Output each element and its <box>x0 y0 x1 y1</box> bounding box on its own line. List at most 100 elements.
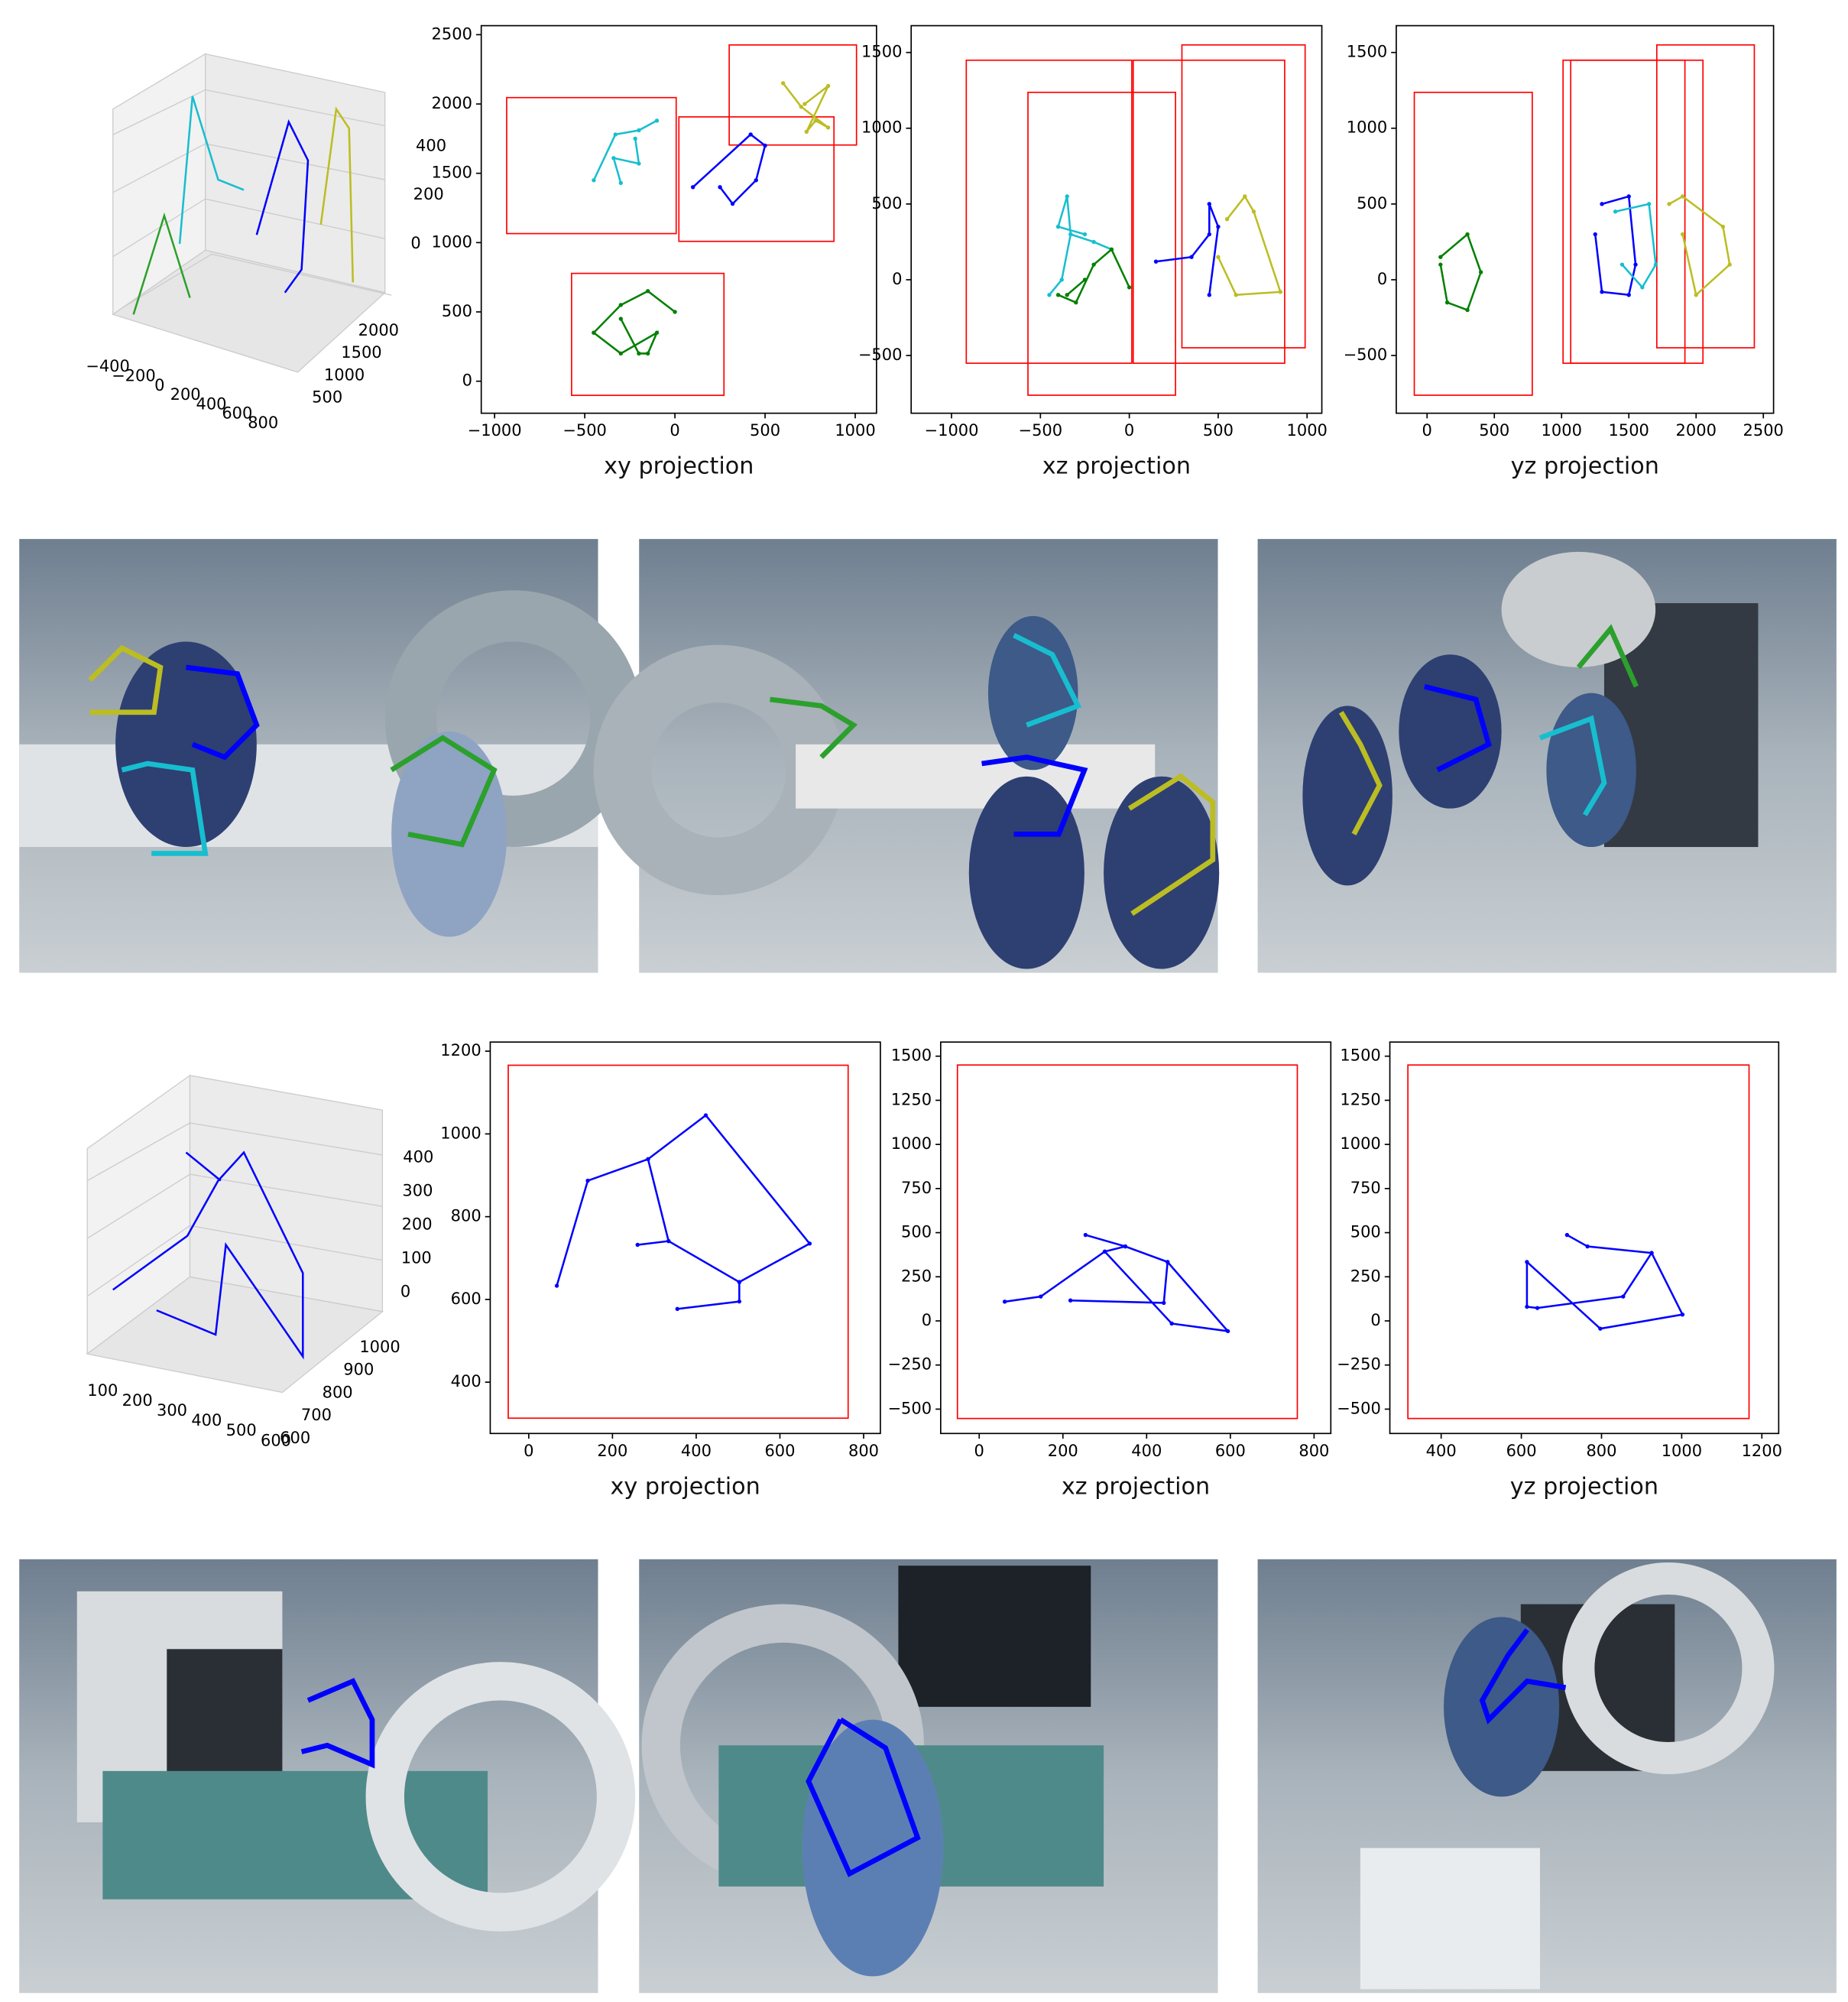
joint <box>585 1178 590 1183</box>
3d-tick-label: 400 <box>416 136 446 154</box>
3d-tick-label: 500 <box>312 388 342 406</box>
photo <box>19 1559 636 1994</box>
plot-area <box>489 1041 881 1435</box>
x-tick-label: 600 <box>764 1442 795 1460</box>
joint <box>1621 1294 1626 1299</box>
joint <box>1047 293 1052 297</box>
joint <box>618 316 623 321</box>
3d-tick-label: 100 <box>401 1249 432 1267</box>
skeleton-line <box>1593 195 1637 297</box>
joint <box>1055 293 1061 297</box>
y-tick-label: 800 <box>451 1207 481 1225</box>
bounding-box <box>1027 91 1176 396</box>
joint <box>1525 1260 1529 1264</box>
joint <box>1465 307 1470 313</box>
joint <box>618 180 623 186</box>
plot-area <box>939 1041 1332 1435</box>
joint <box>646 289 650 294</box>
x-tick-label: 400 <box>681 1442 712 1460</box>
x-tick-label: 600 <box>1506 1442 1537 1460</box>
joint <box>1225 1329 1230 1334</box>
skeleton-line <box>593 290 676 355</box>
joint <box>1600 290 1604 294</box>
3d-tick-label: 200 <box>402 1215 433 1233</box>
y-tick-label: −500 <box>887 1399 932 1417</box>
joint <box>1243 194 1247 199</box>
joint <box>754 178 758 183</box>
joint <box>1251 209 1256 214</box>
joint <box>1169 1321 1174 1326</box>
3d-tick-label: 100 <box>87 1381 118 1400</box>
3d-tick-label: 600 <box>261 1431 291 1449</box>
axis-label: xy projection <box>611 1473 760 1500</box>
y-tick-label: 0 <box>462 372 472 390</box>
x-tick-label: 1000 <box>1662 1442 1702 1460</box>
joint <box>799 104 803 109</box>
skeleton-line <box>592 119 658 183</box>
joint <box>1083 1232 1088 1238</box>
joint <box>637 161 641 166</box>
joint <box>1694 293 1698 297</box>
joint <box>730 201 735 206</box>
3d-tick-label: 200 <box>413 185 444 203</box>
joint <box>763 143 767 148</box>
x-tick-label: 1000 <box>1287 421 1328 440</box>
joint <box>618 351 623 356</box>
joint <box>1619 262 1625 267</box>
joint <box>813 118 818 123</box>
joint <box>1207 232 1211 237</box>
joint <box>1162 1300 1166 1306</box>
joint <box>1216 224 1221 229</box>
joint <box>804 129 809 134</box>
joint <box>1438 255 1443 259</box>
x-tick-label: 500 <box>1479 421 1509 440</box>
3d-tick-label: 600 <box>222 404 252 423</box>
x-tick-label: 400 <box>1131 1442 1162 1460</box>
joint <box>1278 290 1283 294</box>
joint <box>1002 1300 1007 1304</box>
joint <box>1598 1326 1603 1331</box>
joint <box>1626 194 1631 199</box>
skeleton-line <box>1525 1234 1684 1330</box>
joint <box>690 185 695 190</box>
skeleton-line <box>692 133 767 206</box>
bounding-box <box>571 272 725 397</box>
joint <box>1633 262 1638 267</box>
y-tick-label: 0 <box>1370 1311 1380 1329</box>
joint <box>646 351 650 356</box>
joint <box>1593 232 1597 237</box>
joint <box>802 102 807 106</box>
joint <box>1640 285 1645 290</box>
y-tick-label: 600 <box>451 1290 481 1308</box>
plot-area <box>1396 24 1775 414</box>
3d-tick-label: 1000 <box>359 1338 400 1356</box>
joint <box>1667 202 1671 206</box>
y-tick-label: 1000 <box>891 1134 932 1153</box>
joint <box>1109 247 1114 252</box>
y-tick-label: 250 <box>901 1267 932 1285</box>
y-tick-label: 1500 <box>891 1046 932 1065</box>
joint <box>675 1306 679 1312</box>
joint <box>1649 1251 1654 1255</box>
skeleton-line <box>1156 203 1220 295</box>
x-tick-label: −1000 <box>468 421 522 440</box>
y-tick-label: 1000 <box>1340 1134 1380 1153</box>
joint <box>780 81 786 86</box>
joint <box>637 351 641 356</box>
y-tick-label: 1500 <box>432 164 472 182</box>
joint <box>554 1283 559 1288</box>
joint <box>1074 300 1078 305</box>
joint <box>1224 217 1230 222</box>
joint <box>1600 202 1604 206</box>
y-tick-label: 1500 <box>1340 1046 1380 1065</box>
y-tick-label: 1250 <box>891 1090 932 1108</box>
y-tick-label: 500 <box>1350 1223 1381 1241</box>
x-tick-label: 0 <box>669 421 679 440</box>
joint <box>613 132 618 137</box>
joint <box>1478 270 1483 274</box>
joint <box>633 136 637 141</box>
x-tick-label: −1000 <box>925 421 979 440</box>
joint <box>1444 300 1450 305</box>
x-tick-label: 2500 <box>1743 421 1784 440</box>
